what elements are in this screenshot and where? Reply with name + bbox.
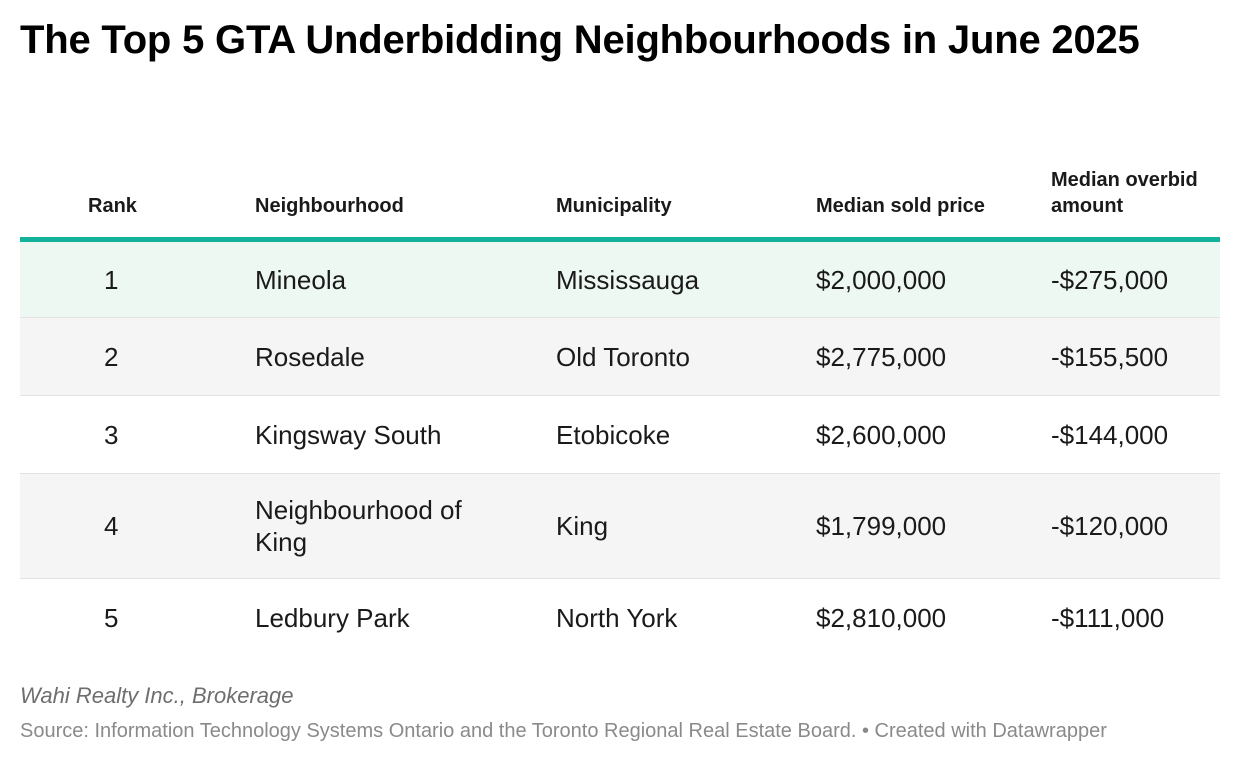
data-table: Rank Neighbourhood Municipality Median s… [20, 120, 1220, 657]
cell-rank: 1 [20, 239, 255, 318]
table-row: 5 Ledbury Park North York $2,810,000 -$1… [20, 578, 1220, 657]
cell-median-sold-price: $2,600,000 [816, 395, 1051, 474]
cell-median-overbid-amount: -$275,000 [1051, 239, 1220, 318]
cell-municipality: King [556, 473, 816, 579]
column-header-municipality[interactable]: Municipality [556, 120, 816, 242]
column-header-median-overbid-amount[interactable]: Median overbid amount [1051, 120, 1220, 242]
table-row: 3 Kingsway South Etobicoke $2,600,000 -$… [20, 395, 1220, 474]
cell-median-sold-price: $1,799,000 [816, 473, 1051, 579]
table-row: 2 Rosedale Old Toronto $2,775,000 -$155,… [20, 317, 1220, 396]
footer-source: Source: Information Technology Systems O… [20, 720, 1107, 742]
column-header-rank[interactable]: Rank [20, 120, 255, 242]
cell-neighbourhood: Kingsway South [255, 395, 556, 474]
cell-median-overbid-amount: -$144,000 [1051, 395, 1220, 474]
column-header-median-sold-price[interactable]: Median sold price [816, 120, 1051, 242]
cell-neighbourhood: Rosedale [255, 317, 556, 396]
cell-rank: 3 [20, 395, 255, 474]
cell-neighbourhood: Mineola [255, 239, 556, 318]
cell-median-overbid-amount: -$120,000 [1051, 473, 1220, 579]
cell-median-overbid-amount: -$155,500 [1051, 317, 1220, 396]
cell-rank: 5 [104, 602, 119, 633]
cell-median-overbid-amount: -$111,000 [1051, 602, 1165, 633]
table-row: 1 Mineola Mississauga $2,000,000 -$275,0… [20, 239, 1220, 318]
cell-median-sold-price: $2,810,000 [816, 602, 947, 633]
cell-municipality: Mississauga [556, 239, 816, 318]
data-table-container: Rank Neighbourhood Municipality Median s… [20, 120, 1220, 657]
table-row: 4 Neighbourhood of King King $1,799,000 … [20, 473, 1220, 579]
table-header-row: Rank Neighbourhood Municipality Median s… [20, 120, 1220, 242]
cell-neighbourhood: Ledbury Park [255, 602, 410, 633]
cell-municipality: Etobicoke [556, 395, 816, 474]
column-header-neighbourhood[interactable]: Neighbourhood [255, 120, 556, 242]
cell-median-sold-price: $2,000,000 [816, 239, 1051, 318]
cell-median-sold-price: $2,775,000 [816, 317, 1051, 396]
cell-rank: 4 [20, 473, 255, 579]
cell-municipality: Old Toronto [556, 317, 816, 396]
footer-brand: Wahi Realty Inc., Brokerage [20, 683, 294, 708]
chart-title: The Top 5 GTA Underbidding Neighbourhood… [20, 18, 1140, 62]
cell-municipality: North York [556, 602, 678, 633]
cell-rank: 2 [20, 317, 255, 396]
cell-neighbourhood: Neighbourhood of King [255, 473, 556, 579]
